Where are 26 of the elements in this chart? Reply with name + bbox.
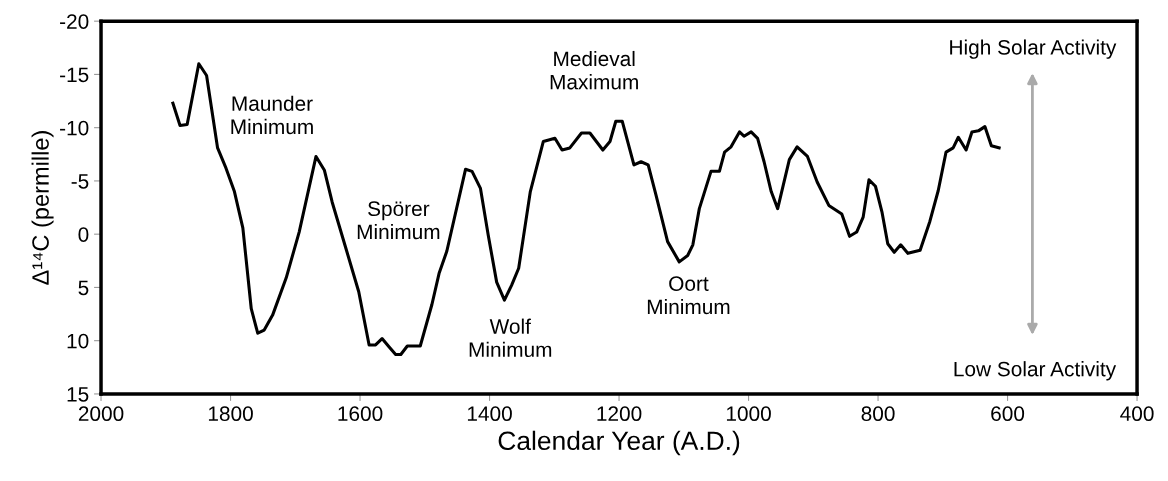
x-tick-label: 800 [861, 406, 895, 422]
y-tick-label: 15 [67, 387, 89, 402]
annotation: Wolf Minimum [469, 318, 552, 358]
annotation: Medieval Maximum [550, 50, 638, 90]
annotation: Maunder Minimum [231, 95, 313, 135]
x-tick-label: 1200 [597, 406, 642, 422]
y-tick-label: 0 [78, 227, 89, 242]
x-tick-label: 1000 [726, 406, 771, 422]
y-tick-label: 5 [78, 280, 89, 296]
x-tick-label: 1400 [467, 406, 512, 422]
y-tick-label: -15 [60, 67, 89, 83]
y-tick-label: -5 [71, 174, 89, 189]
annotation: Oort Minimum [647, 276, 730, 315]
y-tick-label: -20 [60, 14, 89, 29]
x-axis-title: Calendar Year (A.D.) [498, 430, 740, 456]
x-tick-label: 600 [991, 406, 1025, 422]
x-tick-label: 2000 [78, 406, 124, 422]
y-tick-label: 10 [67, 333, 89, 349]
annotation: Low Solar Activity [954, 361, 1117, 381]
x-tick-label: 1800 [208, 406, 253, 422]
y-tick-label: -10 [60, 120, 89, 136]
x-tick-label: 400 [1120, 406, 1154, 422]
annotation: Spörer Minimum [357, 201, 440, 240]
x-tick-label: 1600 [338, 406, 383, 422]
y-axis-title: Δ¹⁴C (permille) [31, 131, 54, 285]
annotation: High Solar Activity [950, 39, 1117, 59]
